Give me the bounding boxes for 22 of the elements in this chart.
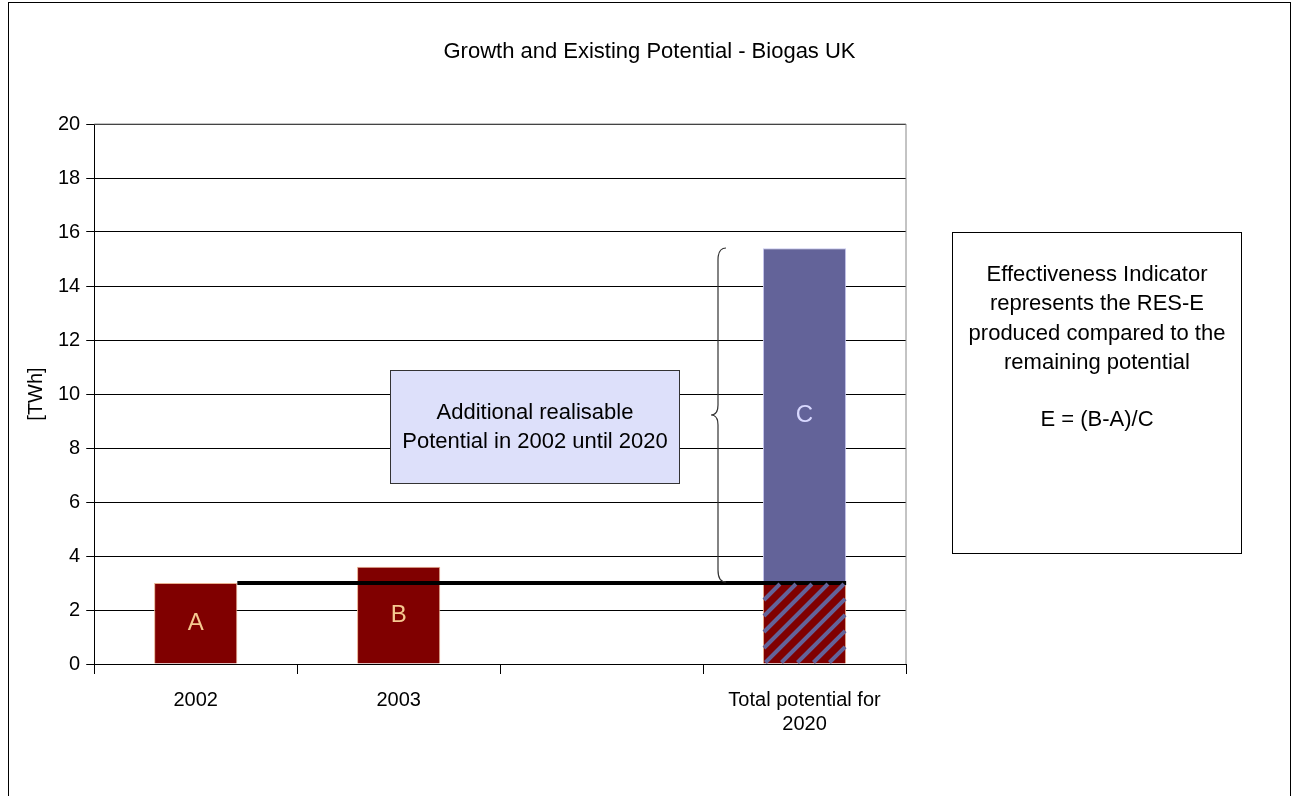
y-tick-label: 12 — [58, 327, 81, 350]
y-tick-label: 10 — [58, 381, 81, 404]
y-tick-label: 16 — [58, 219, 81, 242]
chart-title: Growth and Existing Potential - Biogas UK — [442, 38, 857, 64]
y-axis-title: [TWh] — [23, 367, 46, 421]
y-tick-label: 14 — [58, 273, 81, 296]
x-tick-label: 2002 — [173, 687, 218, 710]
data-label: B — [390, 599, 407, 627]
y-tick-label: 20 — [58, 111, 81, 134]
x-tick-label: Total potential for 2020 — [728, 687, 882, 734]
y-tick-label: 0 — [69, 651, 81, 674]
data-label: A — [187, 607, 204, 635]
y-tick-label: 6 — [69, 489, 81, 512]
callout-box: Additional realisable Potential in 2002 until 2020 — [390, 370, 680, 484]
y-tick-label: 2 — [69, 597, 81, 620]
data-label: C — [795, 400, 814, 428]
y-tick-label: 18 — [58, 165, 81, 188]
y-tick-label: 4 — [69, 543, 81, 566]
text: E = (B-A)/C — [1039, 405, 1155, 433]
y-tick-label: 8 — [69, 435, 81, 458]
x-tick-label: 2003 — [376, 687, 421, 710]
text: Effectiveness Indicator represents the RES-E produced compared to the remaining potential — [967, 260, 1227, 376]
